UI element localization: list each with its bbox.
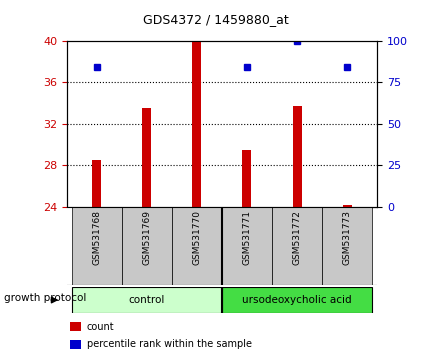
FancyBboxPatch shape — [72, 207, 122, 285]
Text: GSM531770: GSM531770 — [192, 210, 201, 265]
Text: ursodeoxycholic acid: ursodeoxycholic acid — [242, 295, 351, 305]
Text: GSM531768: GSM531768 — [92, 210, 101, 265]
Bar — [92, 160, 101, 207]
FancyBboxPatch shape — [172, 207, 221, 285]
Bar — [292, 106, 301, 207]
Text: GSM531772: GSM531772 — [292, 210, 301, 265]
Bar — [70, 322, 80, 331]
Bar — [242, 150, 251, 207]
Bar — [70, 340, 80, 349]
Bar — [342, 205, 351, 207]
Text: percentile rank within the sample: percentile rank within the sample — [87, 339, 252, 349]
Text: GSM531771: GSM531771 — [242, 210, 251, 265]
Text: control: control — [129, 295, 165, 305]
Text: GDS4372 / 1459880_at: GDS4372 / 1459880_at — [142, 13, 288, 26]
FancyBboxPatch shape — [122, 207, 172, 285]
Text: count: count — [87, 322, 114, 332]
Text: GSM531769: GSM531769 — [142, 210, 151, 265]
Bar — [192, 41, 201, 207]
FancyBboxPatch shape — [221, 207, 271, 285]
Bar — [142, 108, 151, 207]
FancyBboxPatch shape — [72, 287, 221, 313]
FancyBboxPatch shape — [271, 207, 321, 285]
FancyBboxPatch shape — [221, 287, 371, 313]
FancyBboxPatch shape — [321, 207, 371, 285]
Text: growth protocol: growth protocol — [4, 293, 86, 303]
Text: GSM531773: GSM531773 — [342, 210, 351, 265]
